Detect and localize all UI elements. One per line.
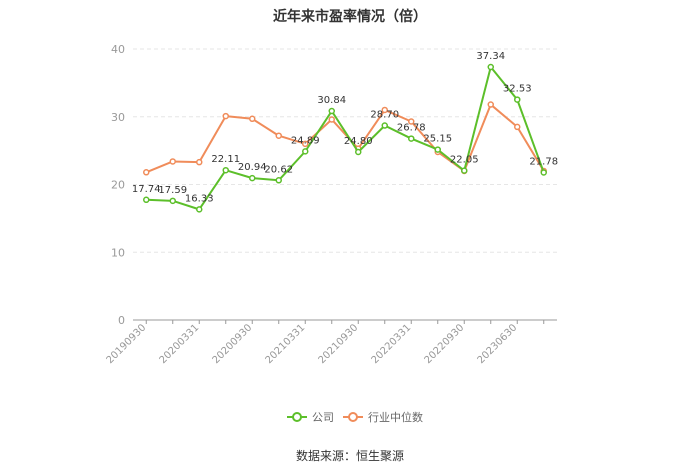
legend-swatch-marker <box>292 412 302 422</box>
data-label: 20.62 <box>264 164 293 175</box>
data-point <box>302 148 309 155</box>
data-label: 32.53 <box>503 84 532 95</box>
chart-title: 近年来市盈率情况（倍） <box>273 9 427 25</box>
data-point <box>143 169 150 176</box>
data-point <box>540 169 547 176</box>
data-label: 26.78 <box>397 123 426 134</box>
data-point <box>302 140 309 148</box>
y-tick-label: 20 <box>111 179 125 192</box>
data-point <box>143 196 150 204</box>
data-label: 30.84 <box>317 95 346 106</box>
data-point <box>275 177 282 184</box>
x-tick-label: 20220930 <box>423 322 467 366</box>
data-point <box>275 132 282 139</box>
series-line-industry-median <box>145 103 545 174</box>
data-label: 25.15 <box>423 134 452 145</box>
data-point <box>434 146 441 153</box>
data-point <box>487 63 494 71</box>
data-point <box>249 174 256 182</box>
legend-swatch-marker <box>348 412 358 422</box>
data-point <box>196 206 203 213</box>
y-tick-label: 40 <box>111 43 125 56</box>
x-tick-label: 20210331 <box>264 322 308 366</box>
source-note: 数据来源：恒生聚源 <box>295 449 404 463</box>
data-label: 20.94 <box>238 162 267 173</box>
data-label: 17.74 <box>132 184 161 195</box>
series-line-company <box>146 66 545 211</box>
data-label: 28.70 <box>370 110 399 121</box>
data-point <box>328 116 335 123</box>
data-point <box>381 106 388 114</box>
data-label: 24.80 <box>344 136 373 147</box>
data-label: 17.59 <box>158 185 187 196</box>
data-point <box>196 158 203 166</box>
x-tick-label: 20200331 <box>158 322 202 366</box>
legend-label: 行业中位数 <box>368 410 423 424</box>
legend-label: 公司 <box>312 411 334 424</box>
data-point <box>461 167 468 174</box>
x-tick-label: 20230630 <box>476 322 520 366</box>
data-point <box>222 166 229 174</box>
x-tick-label: 20190930 <box>105 322 149 366</box>
data-point <box>222 112 229 120</box>
data-label: 24.89 <box>291 135 320 146</box>
x-tick-label: 20200930 <box>211 322 255 366</box>
data-point <box>169 197 176 205</box>
data-label: 21.78 <box>529 156 558 167</box>
data-label: 22.05 <box>450 155 479 166</box>
x-tick-label: 20210930 <box>317 322 361 366</box>
data-point <box>514 96 521 103</box>
data-point <box>408 135 415 142</box>
y-tick-label: 0 <box>118 314 125 327</box>
data-point <box>487 101 494 108</box>
data-point <box>328 107 335 115</box>
y-tick-label: 30 <box>111 111 125 124</box>
x-tick-label: 20220331 <box>370 322 414 366</box>
data-label: 22.11 <box>211 154 240 165</box>
data-point <box>249 115 256 123</box>
data-point <box>169 158 176 165</box>
data-point <box>408 118 415 125</box>
data-point <box>514 123 521 131</box>
data-point <box>381 122 388 129</box>
y-tick-label: 10 <box>111 246 125 259</box>
data-label: 16.33 <box>185 193 214 204</box>
data-point <box>355 148 362 156</box>
data-label: 37.34 <box>476 51 505 62</box>
